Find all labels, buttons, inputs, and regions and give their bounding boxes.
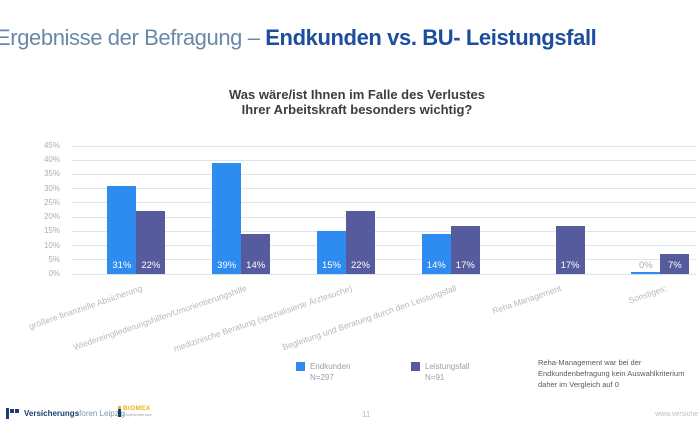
biomex-logo: BIOMEX Expertenservice [118, 405, 152, 417]
bar-leistungsfall [241, 234, 271, 274]
logo-text-bold: Versicherungs [24, 409, 80, 418]
bar-value-label: 14% [246, 260, 266, 271]
bar-leistungsfall [136, 211, 166, 274]
legend-label-leistungsfall: Leistungsfall [425, 362, 470, 371]
y-tick-label: 25% [43, 197, 60, 207]
category-label: Reha Management [491, 283, 563, 316]
slide-title-bold: Endkunden vs. BU- Leistungsfall [265, 25, 597, 50]
versicherungsforen-logo: Versicherungsforen Leipzig [6, 408, 125, 419]
gridline [72, 230, 696, 232]
slide-title-regular: Ergebnisse der Befragung – [0, 25, 266, 50]
page-number: 11 [362, 410, 371, 419]
gridline [72, 188, 696, 190]
gridline [72, 216, 696, 218]
gridline [72, 145, 696, 147]
bar-leistungsfall [346, 211, 375, 274]
chart-annotation: Reha-Management war bei der Endkundenbef… [538, 358, 685, 389]
legend-label-endkunden: Endkunden [310, 362, 351, 371]
gridline [72, 259, 696, 261]
gridline [72, 273, 696, 275]
y-tick-label: 40% [43, 155, 60, 165]
bar-value-label: 22% [141, 260, 161, 271]
gridline [72, 173, 696, 175]
chart-title-line-2: Ihrer Arbeitskraft besonders wichtig? [241, 102, 473, 117]
bar-endkunden [212, 163, 242, 274]
bar-value-label: 15% [321, 260, 341, 271]
y-tick-label: 10% [43, 240, 60, 250]
gridline [72, 202, 696, 204]
category-label: Begleitung und Beratung durch den Leistu… [281, 283, 459, 353]
versicherungsforen-logo-icon [6, 408, 19, 419]
leistungsfall-swatch-icon [411, 362, 420, 371]
bar-value-label: 17% [560, 260, 580, 271]
bar-endkunden [421, 234, 451, 274]
bar-value-label: 22% [350, 260, 370, 271]
chart-title-line-1: Was wäre/ist Ihnen im Falle des Verluste… [228, 87, 485, 102]
biomex-logo-icon [118, 406, 121, 417]
y-tick-label: 20% [43, 212, 60, 222]
category-label: Wiedereingliederungshilfen/Umorientierun… [72, 283, 249, 352]
gridline [72, 245, 696, 247]
bar-value-label: 0% [639, 260, 653, 271]
legend-item-endkunden: Endkunden N=297 [296, 361, 350, 383]
slide-title: Ergebnisse der Befragung – Endkunden vs.… [0, 25, 597, 50]
bar-value-label: 14% [426, 260, 446, 271]
bar-value-label: 17% [455, 260, 475, 271]
biomex-subtext: Expertenservice [123, 412, 152, 417]
logo-text-light: foren Leipzig [79, 409, 125, 418]
y-tick-label: 45% [43, 141, 60, 150]
endkunden-swatch-icon [296, 362, 305, 371]
bar-value-label: 31% [112, 260, 132, 271]
bar-endkunden [631, 272, 661, 274]
legend-item-leistungsfall: Leistungsfall N=91 [411, 361, 469, 383]
y-tick-label: 5% [48, 254, 60, 264]
biomex-name: BIOMEX [123, 405, 151, 412]
legend-n-endkunden: N=297 [310, 373, 334, 382]
gridline [72, 159, 696, 161]
bar-leistungsfall [555, 225, 585, 274]
footer-url: www.versiche [655, 411, 698, 418]
category-label: medizinische Beratung (spezialisierte Är… [172, 283, 354, 354]
bar-leistungsfall [660, 254, 690, 274]
bar-value-label: 39% [217, 260, 237, 271]
bar-endkunden [317, 231, 346, 274]
bar-value-label: 7% [668, 260, 682, 271]
y-tick-label: 15% [43, 226, 60, 236]
y-tick-label: 0% [48, 269, 60, 278]
y-tick-label: 30% [43, 183, 60, 193]
y-tick-label: 35% [43, 169, 60, 179]
legend-n-leistungsfall: N=91 [425, 373, 445, 382]
bar-endkunden [107, 185, 137, 274]
bar-leistungsfall [450, 225, 480, 274]
chart-title: Was wäre/ist Ihnen im Falle des Verluste… [60, 87, 654, 117]
category-label: Sonstiges: [626, 283, 668, 306]
